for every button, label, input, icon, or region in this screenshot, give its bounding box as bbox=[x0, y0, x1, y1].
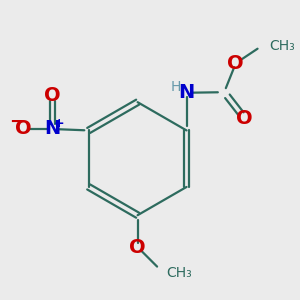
Text: O: O bbox=[15, 119, 32, 139]
Text: N: N bbox=[178, 83, 195, 102]
Text: CH₃: CH₃ bbox=[269, 39, 295, 53]
Text: O: O bbox=[227, 54, 244, 73]
Text: O: O bbox=[236, 109, 253, 128]
Text: N: N bbox=[44, 119, 61, 139]
Text: +: + bbox=[53, 117, 64, 130]
Text: O: O bbox=[44, 86, 61, 105]
Text: H: H bbox=[171, 80, 181, 94]
Text: CH₃: CH₃ bbox=[167, 266, 192, 280]
Text: O: O bbox=[129, 238, 146, 256]
Text: −: − bbox=[9, 113, 24, 131]
